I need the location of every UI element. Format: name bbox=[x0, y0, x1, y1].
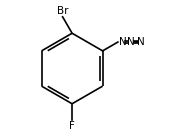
Text: F: F bbox=[69, 121, 75, 131]
Text: N: N bbox=[137, 37, 145, 47]
Text: Br: Br bbox=[57, 6, 68, 16]
Text: N: N bbox=[119, 37, 127, 47]
Text: N: N bbox=[127, 37, 135, 47]
